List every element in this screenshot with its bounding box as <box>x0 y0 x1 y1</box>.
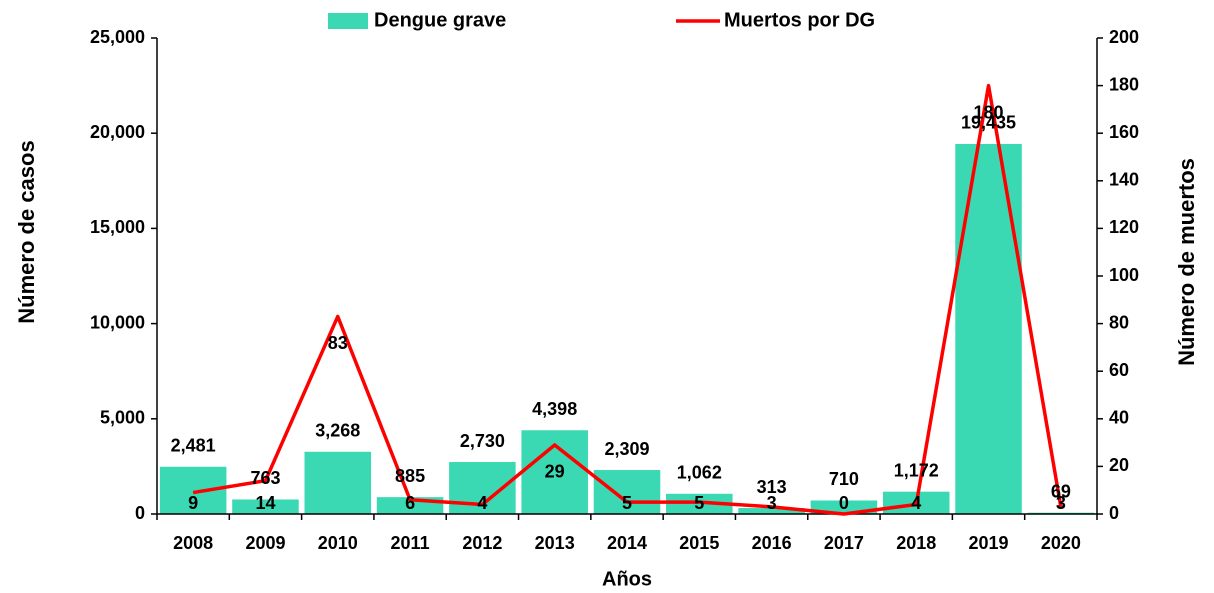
y2-axis-title: Número de muertos <box>1174 158 1199 366</box>
y2-tick-label: 0 <box>1109 503 1119 523</box>
bar <box>666 493 733 514</box>
bar-value-label: 2,730 <box>460 431 505 451</box>
x-tick-label: 2008 <box>173 533 213 553</box>
x-tick-label: 2012 <box>462 533 502 553</box>
y-tick-label: 10,000 <box>90 312 145 332</box>
line-value-label: 6 <box>405 493 415 513</box>
bar-value-label: 885 <box>395 466 425 486</box>
y-tick-label: 20,000 <box>90 122 145 142</box>
legend-label: Muertos por DG <box>724 9 875 31</box>
y-tick-label: 25,000 <box>90 27 145 47</box>
x-tick-label: 2017 <box>824 533 864 553</box>
line <box>192 83 1063 516</box>
y-tick-label: 15,000 <box>90 217 145 237</box>
y2-tick-label: 20 <box>1109 455 1129 475</box>
legend-swatch <box>328 13 368 29</box>
y2-tick-label: 60 <box>1109 360 1129 380</box>
x-tick-label: 2020 <box>1041 533 1081 553</box>
bar <box>738 508 805 514</box>
line-value-label: 14 <box>255 493 275 513</box>
bar-value-label: 4,398 <box>532 399 577 419</box>
line-value-label: 180 <box>974 102 1004 122</box>
line-value-label: 0 <box>839 493 849 513</box>
line-value-label: 9 <box>188 493 198 513</box>
x-tick-label: 2015 <box>679 533 719 553</box>
y-axis-title: Número de casos <box>14 140 39 323</box>
line-value-label: 5 <box>622 493 632 513</box>
line-value-label: 4 <box>477 493 487 513</box>
bar <box>232 499 299 514</box>
bar-value-label: 2,481 <box>171 436 216 456</box>
line-value-label: 29 <box>545 462 565 482</box>
line-value-label: 3 <box>1056 493 1066 513</box>
bar <box>593 470 661 514</box>
bar-value-label: 19,435 <box>961 113 1016 133</box>
y2-tick-label: 80 <box>1109 312 1129 332</box>
bar <box>955 143 1022 515</box>
x-tick-label: 2014 <box>607 533 647 553</box>
y2-tick-label: 200 <box>1109 27 1139 47</box>
x-tick-label: 2016 <box>752 533 792 553</box>
line-value-label: 5 <box>694 493 704 513</box>
y2-tick-label: 120 <box>1109 217 1139 237</box>
bar-value-label: 763 <box>250 468 280 488</box>
x-axis-title: Años <box>602 568 652 590</box>
line-value-label: 3 <box>767 493 777 513</box>
x-tick-label: 2010 <box>318 533 358 553</box>
y2-tick-label: 40 <box>1109 408 1129 428</box>
bar-value-label: 710 <box>829 469 859 489</box>
y-tick-label: 5,000 <box>100 408 145 428</box>
legend-label: Dengue grave <box>374 9 506 31</box>
bar-value-label: 1,062 <box>677 463 722 483</box>
y2-tick-label: 100 <box>1109 265 1139 285</box>
y2-tick-label: 160 <box>1109 122 1139 142</box>
bar-value-label: 3,268 <box>315 421 360 441</box>
bar-value-label: 313 <box>757 477 787 497</box>
y-tick-label: 0 <box>135 503 145 523</box>
x-tick-label: 2019 <box>969 533 1009 553</box>
y2-tick-label: 180 <box>1109 74 1139 94</box>
x-tick-label: 2009 <box>245 533 285 553</box>
bar-value-label: 1,172 <box>894 460 939 480</box>
x-tick-label: 2013 <box>535 533 575 553</box>
bar-value-label: 2,309 <box>604 439 649 459</box>
bar <box>304 451 372 514</box>
bar-value-label: 69 <box>1051 481 1071 501</box>
x-tick-label: 2018 <box>896 533 936 553</box>
y2-tick-label: 140 <box>1109 170 1139 190</box>
line-value-label: 4 <box>911 493 921 513</box>
line-value-label: 83 <box>328 333 348 353</box>
x-tick-label: 2011 <box>391 533 430 553</box>
